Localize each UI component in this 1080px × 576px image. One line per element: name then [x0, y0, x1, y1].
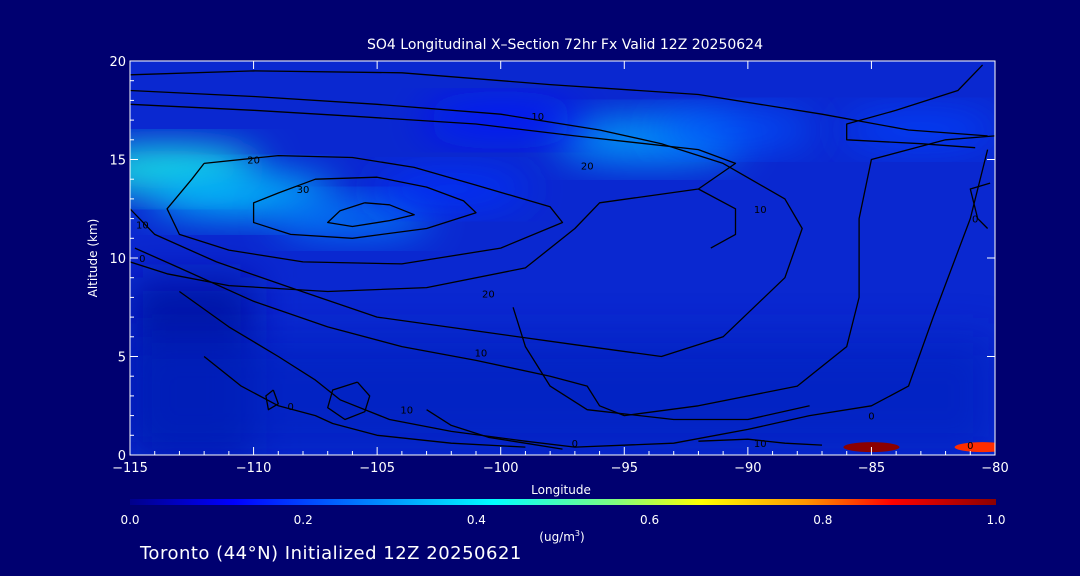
colorbar-gradient [130, 499, 996, 505]
x-tick-label-0: −115 [112, 461, 148, 476]
colorbar-tick-label-5: 1.0 [986, 513, 1005, 527]
x-tick-label-4: −95 [611, 461, 638, 476]
x-axis: −115 −110 −105 −100 −95 −90 −85 −80 [112, 61, 1009, 476]
contour-line-5 [130, 89, 803, 358]
contour-label-8: 0 [287, 402, 293, 413]
x-axis-label: Longitude [531, 483, 591, 497]
contour-line-0 [327, 202, 415, 228]
field-blob-2 [272, 202, 433, 235]
colorbar-unit-text: (ug/m [539, 530, 575, 544]
contour-line-11 [426, 409, 563, 450]
contour-line-3 [130, 70, 988, 137]
x-tick-label-5: −90 [734, 461, 761, 476]
colorbar-ticks: 0.0 0.2 0.4 0.6 0.8 1.0 [120, 513, 1005, 527]
x-tick-label-7: −80 [981, 461, 1008, 476]
field-blob-6 [840, 113, 995, 146]
y-tick-label-1: 5 [118, 351, 126, 366]
contour-label-3: 30 [297, 185, 310, 196]
contour-label-14: 0 [967, 441, 973, 452]
colorbar-unit-label: (ug/m3) [539, 529, 584, 544]
colorbar-tick-label-3: 0.6 [640, 513, 659, 527]
field-blob-1 [146, 174, 337, 215]
contour-label-10: 0 [572, 439, 578, 450]
contour-line-9 [327, 381, 371, 421]
y-tick-label-3: 15 [109, 154, 126, 169]
station-init-label: Toronto (44°N) Initialized 12Z 20250621 [140, 543, 522, 564]
chart-title: SO4 Longitudinal X–Section 72hr Fx Valid… [367, 37, 763, 53]
x-tick-label-2: −105 [359, 461, 395, 476]
y-axis-label: Altitude (km) [86, 219, 100, 298]
contour-line-10 [265, 389, 279, 411]
contour-line-8 [203, 355, 526, 448]
y-axis: 0 5 10 15 20 [109, 55, 995, 464]
contour-label-9: 10 [400, 406, 413, 417]
colorbar: 0.0 0.2 0.4 0.6 0.8 1.0 (ug/m3) [120, 499, 1006, 544]
y-tick-label-4: 20 [109, 55, 126, 70]
colorbar-tick-label-2: 0.4 [467, 513, 486, 527]
contour-line-4 [130, 103, 737, 293]
contour-line-16 [698, 188, 737, 249]
contour-label-12: 10 [754, 205, 767, 216]
contour-line-7 [179, 149, 989, 448]
contour-line-6 [134, 135, 995, 417]
contour-label-15: 0 [972, 215, 978, 226]
y-tick-label-0: 0 [118, 449, 126, 464]
concentration-field [130, 104, 995, 455]
contour-labels: 10 20 20 30 10 0 20 10 0 10 0 10 10 0 0 0 [136, 112, 978, 452]
x-tick-label-3: −100 [483, 461, 519, 476]
contour-label-4: 10 [136, 221, 149, 232]
contour-label-0: 10 [531, 112, 544, 123]
contour-lines [130, 64, 995, 450]
y-tick-label-2: 10 [109, 252, 126, 267]
x-tick-label-6: −85 [858, 461, 885, 476]
contour-label-11: 10 [754, 439, 767, 450]
contour-label-6: 20 [482, 289, 495, 300]
contour-line-15 [969, 182, 991, 229]
contour-label-1: 20 [247, 156, 260, 167]
contour-label-13: 0 [868, 412, 874, 423]
contour-line-13 [698, 438, 823, 446]
field-blob-7 [420, 104, 581, 137]
field-lower-band [130, 336, 995, 455]
contour-line-2 [166, 154, 564, 265]
colorbar-tick-label-1: 0.2 [294, 513, 313, 527]
field-blob-5 [655, 113, 816, 146]
colorbar-tick-label-4: 0.8 [813, 513, 832, 527]
contour-line-14 [846, 64, 984, 149]
contour-line-12 [512, 307, 810, 421]
contour-label-2: 20 [581, 161, 594, 172]
colorbar-unit-suffix: ) [580, 530, 585, 544]
colorbar-unit-superscript: 3 [575, 529, 580, 538]
field-blob-9 [954, 442, 995, 453]
colorbar-tick-label-0: 0.0 [120, 513, 139, 527]
field-blob-3 [371, 173, 532, 206]
contour-line-1 [252, 176, 477, 239]
contour-label-7: 10 [475, 349, 488, 360]
contour-label-5: 0 [139, 254, 145, 265]
x-tick-label-1: −110 [236, 461, 272, 476]
